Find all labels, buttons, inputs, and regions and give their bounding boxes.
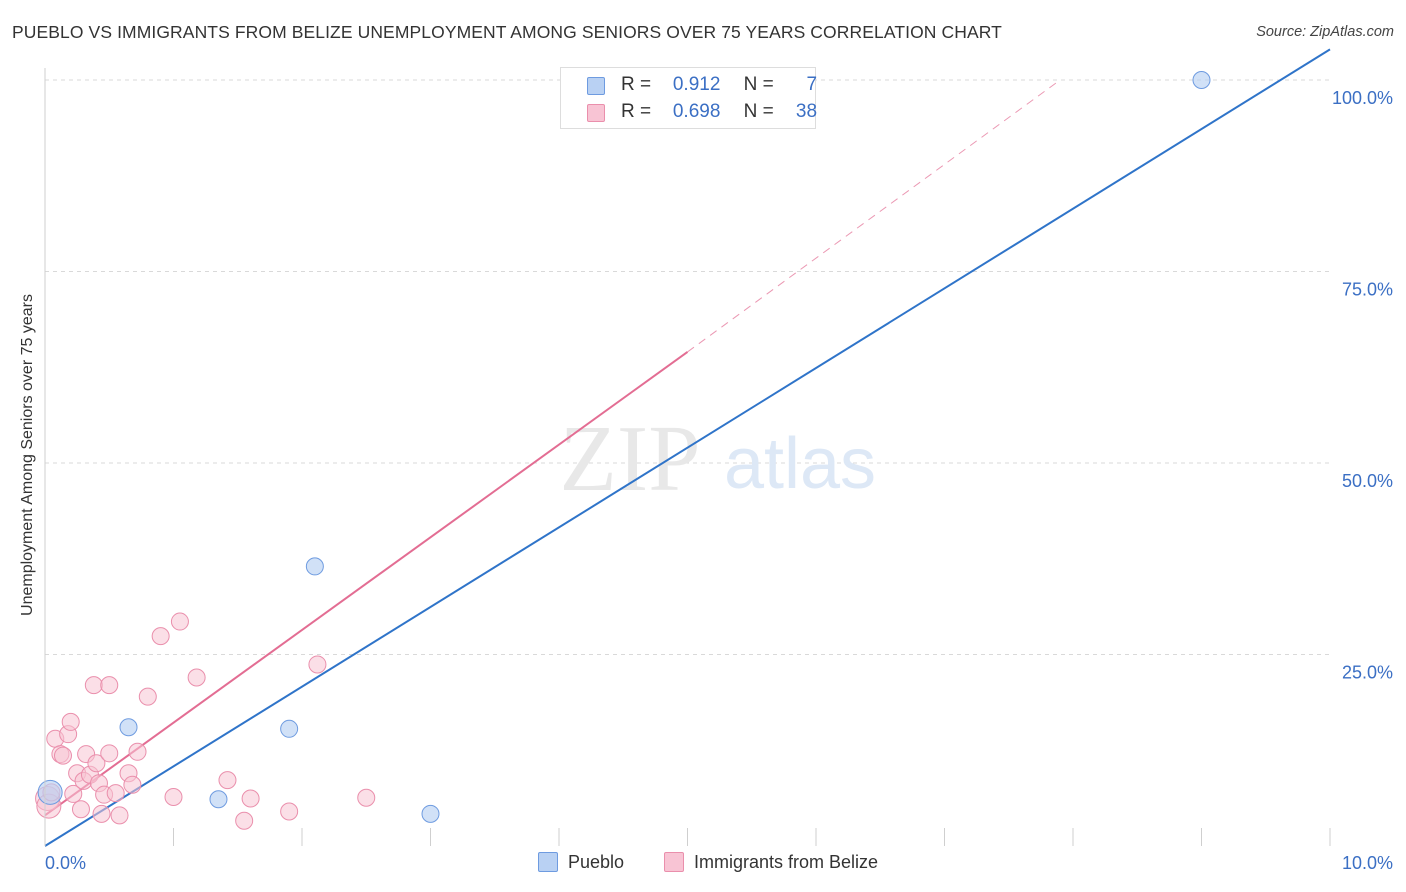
belize-point [64,784,83,803]
watermark-zip: ZIP [560,407,701,511]
belize-point [100,744,119,763]
belize-point [187,668,206,687]
y-tick-label: 100.0% [1332,88,1393,108]
legend-n-value: 38 [795,101,818,122]
x-tick-label-min: 0.0% [45,853,86,873]
legend-n-label: N = [743,74,774,95]
legend-r-label: R = [621,101,652,122]
belize-point [61,712,80,731]
belize-trend-extension [687,79,1061,353]
x-tick-label-max: 10.0% [1342,853,1393,873]
pueblo-legend-label: Pueblo [568,852,625,872]
legend-n-label: N = [743,101,774,122]
belize-point [308,655,327,674]
belize-point [123,775,142,794]
bottom-legend-belize: Immigrants from Belize [664,852,878,873]
pueblo-point [421,804,440,823]
belize-point [218,771,237,790]
belize-point [280,802,299,821]
belize-point [87,754,106,773]
pueblo-swatch [587,77,605,95]
belize-point [138,687,157,706]
belize-trend-line [44,351,689,817]
pueblo-point [305,557,324,576]
belize-point [164,787,183,806]
trend-layer [44,48,1331,847]
bottom-legend-pueblo: Pueblo [538,852,624,873]
y-tick-label: 50.0% [1342,471,1393,491]
belize-point [92,804,111,823]
legend-r-value: 0.912 [672,74,721,95]
legend-n-value: 7 [806,74,818,95]
belize-point [71,800,90,819]
pueblo-point [209,790,228,809]
axis-layer: 25.0% 50.0% 75.0% 100.0% 0.0% 10.0% [44,68,1393,873]
watermark: ZIP atlas [560,407,877,511]
belize-swatch [587,104,605,122]
chart-title: PUEBLO VS IMMIGRANTS FROM BELIZE UNEMPLO… [12,22,1002,42]
y-tick-label: 75.0% [1342,280,1393,300]
belize-point [357,788,376,807]
belize-point [170,612,189,631]
pueblo-point [280,719,299,738]
belize-legend-label: Immigrants from Belize [694,852,879,872]
belize-point [128,742,147,761]
belize-point [84,676,103,695]
belize-legend-swatch [664,852,684,872]
belize-point [235,811,254,830]
legend-r-value: 0.698 [672,101,721,122]
belize-point [53,746,72,765]
legend-r-label: R = [621,74,652,95]
pueblo-point [37,779,63,805]
pueblo-point [119,718,138,737]
pueblo-trend-line [44,48,1331,847]
pueblo-legend-swatch [538,852,558,872]
belize-point [241,789,260,808]
source-credit: Source: ZipAtlas.com [1256,24,1394,40]
pueblo-point [1192,71,1211,89]
belize-point [100,676,119,695]
watermark-atlas: atlas [724,424,876,504]
belize-point [110,806,129,825]
correlation-legend: R = 0.912 N = 7 R = 0.698 N = 38 [560,67,818,129]
y-tick-label: 25.0% [1342,663,1393,683]
grid-layer [45,79,1330,655]
belize-point [106,784,125,803]
belize-point [151,627,170,646]
